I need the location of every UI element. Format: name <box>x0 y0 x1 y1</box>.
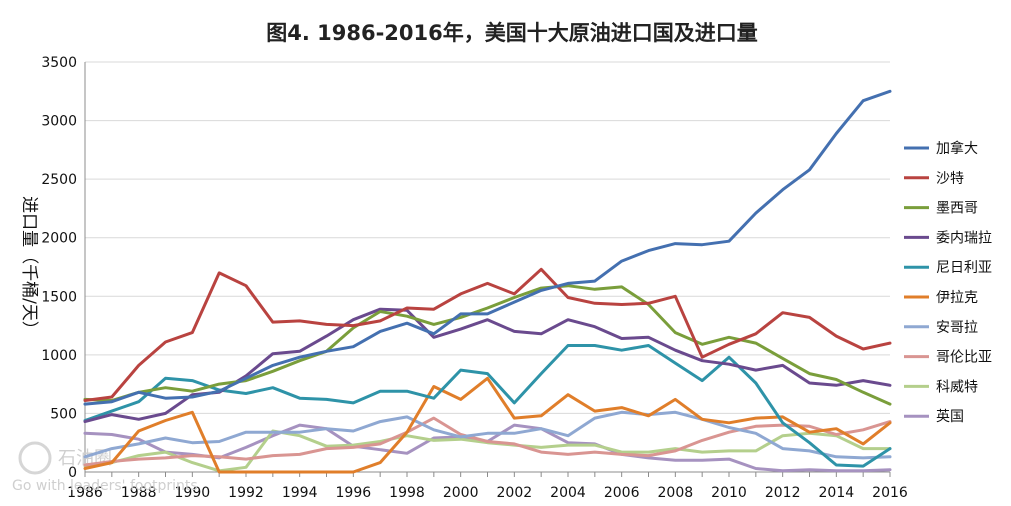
series-line-6 <box>83 376 892 474</box>
y-tick-label: 1500 <box>41 289 77 305</box>
series-line-3 <box>83 284 892 406</box>
chart-title: 图4. 1986-2016年，美国十大原油进口国及进口量 <box>266 21 758 45</box>
x-tick-label: 2006 <box>604 485 640 501</box>
x-tick-label: 1998 <box>389 485 425 501</box>
x-tick-label: 1992 <box>228 485 264 501</box>
legend-label: 科威特 <box>936 379 978 395</box>
legend-label: 沙特 <box>936 171 964 187</box>
series-line-2 <box>83 267 892 402</box>
series-lines <box>83 89 892 474</box>
watermark-logo-icon <box>18 441 52 475</box>
legend-label: 安哥拉 <box>936 320 978 336</box>
x-tick-label: 2004 <box>550 485 586 501</box>
y-tick-label: 2000 <box>41 231 77 247</box>
y-axis-label: 进口量（千桶/天） <box>19 196 39 338</box>
legend-label: 伊拉克 <box>936 290 978 306</box>
x-tick-label: 1996 <box>336 485 372 501</box>
legend-label: 委内瑞拉 <box>936 230 992 246</box>
legend-label: 哥伦比亚 <box>936 350 992 366</box>
x-tick-label: 2016 <box>872 485 908 501</box>
series-line-7 <box>83 410 892 460</box>
y-tick-label: 2500 <box>41 172 77 188</box>
y-tick-label: 3000 <box>41 114 77 130</box>
y-tick-label: 1000 <box>41 348 77 364</box>
legend-label: 英国 <box>936 408 964 425</box>
x-tick-label: 2008 <box>658 485 694 501</box>
y-axis-ticks: 0 500 1000 1500 2000 2500 3000 3500 <box>41 55 77 481</box>
legend-label: 墨西哥 <box>936 201 978 217</box>
y-tick-label: 500 <box>50 406 77 422</box>
legend-label: 尼日利亚 <box>936 260 992 276</box>
x-tick-label: 1994 <box>282 485 318 501</box>
legend-label: 加拿大 <box>936 140 978 157</box>
y-tick-label: 3500 <box>41 55 77 71</box>
gridlines <box>84 61 890 473</box>
series-line-8 <box>83 416 892 467</box>
watermark-tagline: Go with leaders' footprints <box>12 478 198 494</box>
series-line-1 <box>83 89 892 406</box>
x-tick-label: 2010 <box>711 485 747 501</box>
x-tick-label: 2014 <box>819 485 855 501</box>
x-axis-ticks: 1986 1988 1990 1992 1994 1996 1998 2000 2002 2004… <box>67 472 908 501</box>
x-tick-label: 2012 <box>765 485 801 501</box>
y-tick-label: 0 <box>68 465 77 481</box>
series-line-5 <box>83 344 892 468</box>
x-tick-label: 1988 <box>121 485 157 501</box>
x-tick-label: 1990 <box>175 485 211 501</box>
x-tick-label: 2002 <box>497 485 533 501</box>
series-line-9 <box>83 429 892 473</box>
x-tick-label: 2000 <box>443 485 479 501</box>
x-tick-label: 1986 <box>67 485 103 501</box>
